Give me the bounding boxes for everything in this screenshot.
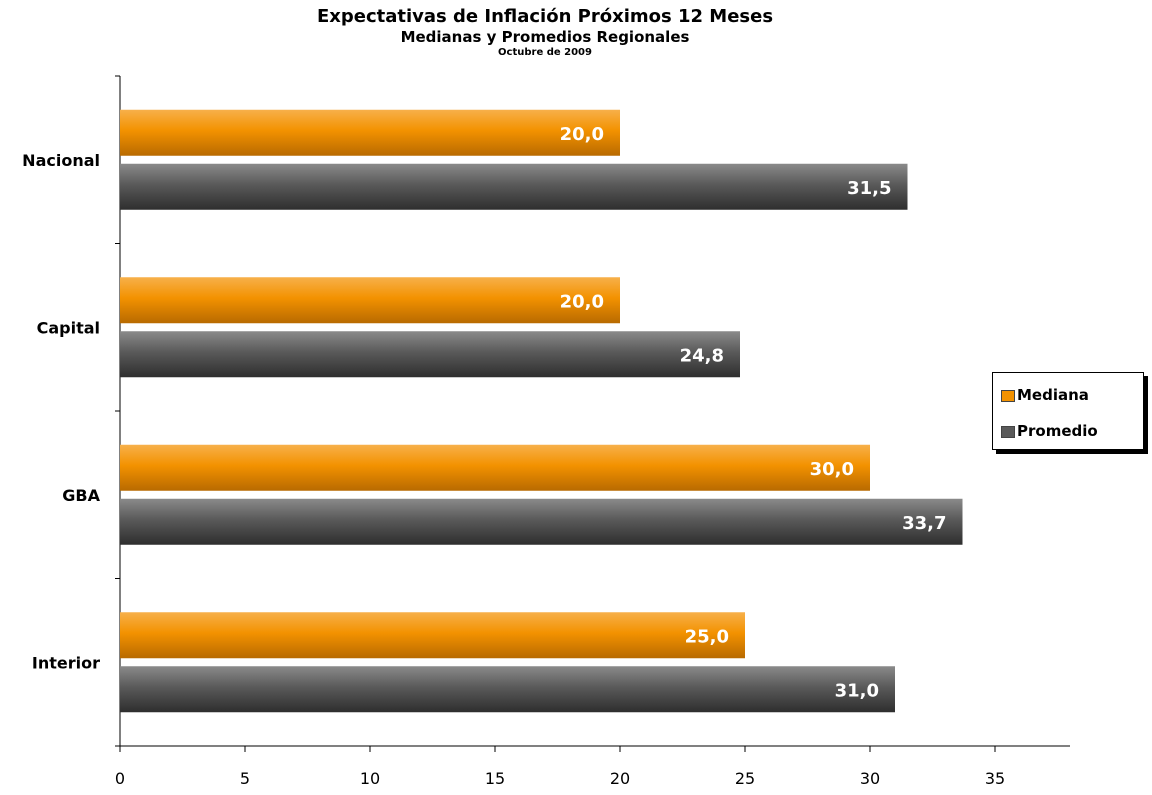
bar-promedio <box>120 163 908 210</box>
legend-swatch-mediana <box>1001 390 1015 402</box>
bar-promedio <box>120 666 895 713</box>
bar-mediana <box>120 612 745 659</box>
legend-item-promedio: Promedio <box>1001 422 1098 440</box>
chart-titles: Expectativas de Inflación Próximos 12 Me… <box>0 6 1090 59</box>
data-label: 33,7 <box>902 513 946 534</box>
chart-date-note: Octubre de 2009 <box>498 47 592 58</box>
data-label: 20,0 <box>560 291 604 312</box>
legend: Mediana Promedio <box>992 372 1144 450</box>
legend-swatch-promedio <box>1001 426 1015 438</box>
category-label: GBA <box>62 486 100 505</box>
x-tick-label: 5 <box>240 769 250 788</box>
x-tick-label: 20 <box>610 769 630 788</box>
bar-promedio <box>120 498 963 545</box>
x-tick-label: 15 <box>485 769 505 788</box>
data-label: 31,0 <box>835 680 879 701</box>
data-label: 30,0 <box>810 459 854 480</box>
category-label: Interior <box>32 653 100 672</box>
legend-label-mediana: Mediana <box>1017 386 1089 404</box>
bar-mediana <box>120 277 620 324</box>
x-tick-label: 0 <box>115 769 125 788</box>
bar-mediana <box>120 444 870 491</box>
bar-mediana <box>120 109 620 156</box>
legend-item-mediana: Mediana <box>1001 386 1089 404</box>
x-tick-label: 35 <box>985 769 1005 788</box>
data-label: 31,5 <box>847 178 891 199</box>
x-tick-label: 10 <box>360 769 380 788</box>
x-tick-label: 25 <box>735 769 755 788</box>
bar-promedio <box>120 331 740 378</box>
chart-title: Expectativas de Inflación Próximos 12 Me… <box>316 6 774 27</box>
x-tick-label: 30 <box>860 769 880 788</box>
category-label: Nacional <box>22 151 100 170</box>
category-label: Capital <box>37 318 100 337</box>
data-label: 20,0 <box>560 124 604 145</box>
labels: Nacional 20,0 31,5 Capital 20,0 24,8 GBA 30,0 33… <box>22 124 946 702</box>
data-label: 24,8 <box>680 345 724 366</box>
data-label: 25,0 <box>685 626 729 647</box>
bars <box>120 109 963 713</box>
chart-subtitle: Medianas y Promedios Regionales <box>400 28 690 46</box>
legend-label-promedio: Promedio <box>1017 422 1098 440</box>
